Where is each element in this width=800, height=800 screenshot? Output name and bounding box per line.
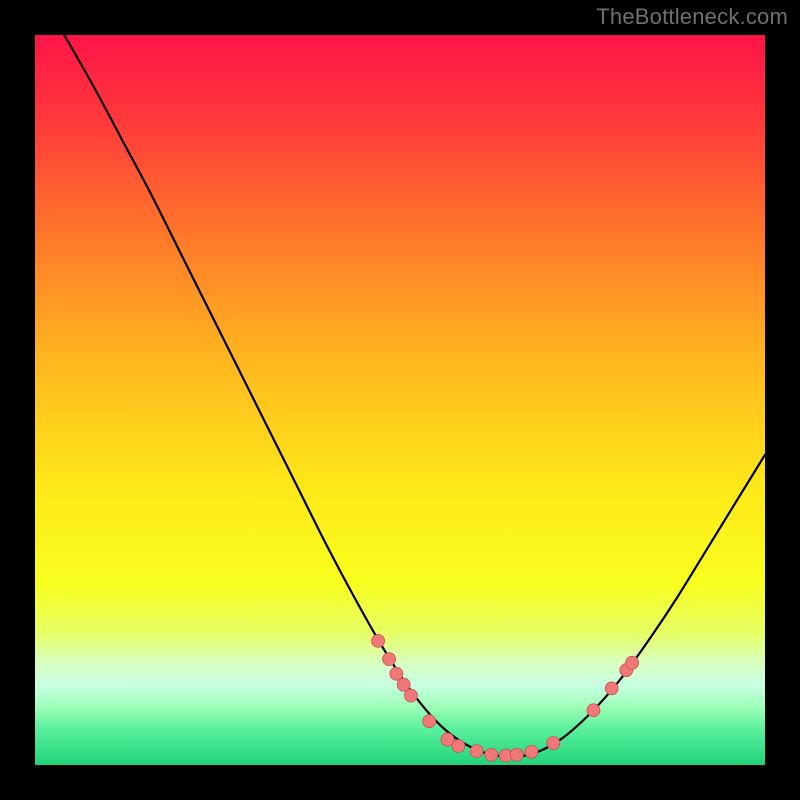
bottleneck-chart — [35, 35, 765, 765]
marker-point — [470, 745, 483, 758]
marker-point — [605, 682, 618, 695]
marker-point — [626, 656, 639, 669]
marker-point — [525, 745, 538, 758]
chart-background — [35, 35, 765, 765]
marker-point — [383, 653, 396, 666]
marker-point — [485, 748, 498, 761]
marker-point — [452, 740, 465, 753]
marker-point — [510, 748, 523, 761]
marker-point — [547, 737, 560, 750]
marker-point — [423, 715, 436, 728]
marker-point — [390, 667, 403, 680]
marker-point — [397, 678, 410, 691]
marker-point — [587, 704, 600, 717]
watermark-text: TheBottleneck.com — [596, 4, 788, 30]
chart-frame — [35, 35, 765, 765]
marker-point — [404, 689, 417, 702]
marker-point — [372, 634, 385, 647]
